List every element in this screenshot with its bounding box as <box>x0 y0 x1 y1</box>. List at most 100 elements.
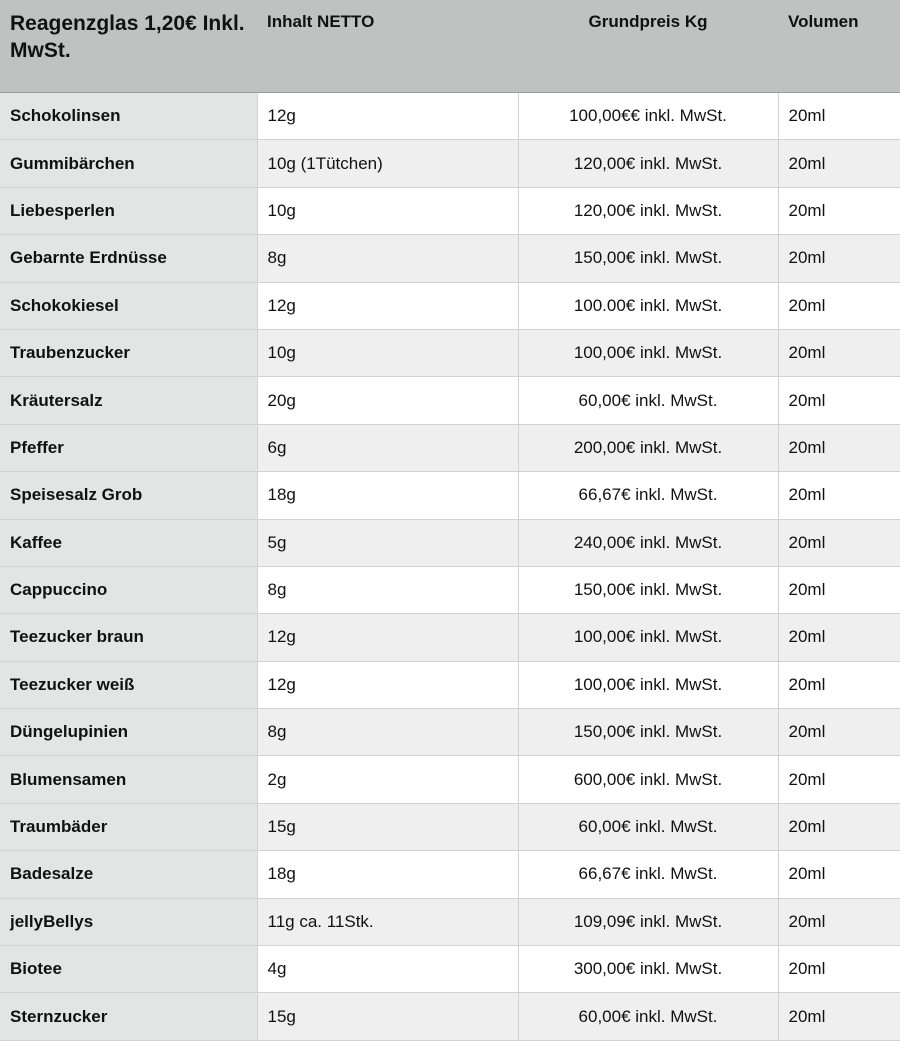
product-name-cell: Badesalze <box>0 850 258 899</box>
product-name-cell: jellyBellys <box>0 897 258 947</box>
content-cell: 8g <box>257 565 519 615</box>
volume-cell: 20ml <box>778 376 900 425</box>
content-cell: 10g (1Tütchen) <box>257 139 519 188</box>
product-name-cell: Traubenzucker <box>0 328 258 378</box>
price-cell: 240,00€ inkl. MwSt. <box>518 518 779 567</box>
content-cell: 12g <box>257 660 519 710</box>
volume-cell: 20ml <box>778 850 900 899</box>
content-cell: 8g <box>257 234 519 283</box>
product-name-cell: Teezucker braun <box>0 613 258 662</box>
volume-cell: 20ml <box>778 660 900 710</box>
content-cell: 10g <box>257 186 519 236</box>
content-cell: 8g <box>257 708 519 757</box>
price-cell: 150,00€ inkl. MwSt. <box>518 234 779 283</box>
volume-cell: 20ml <box>778 708 900 757</box>
content-cell: 11g ca. 11Stk. <box>257 897 519 947</box>
product-name-cell: Kräutersalz <box>0 376 258 425</box>
price-cell: 66,67€ inkl. MwSt. <box>518 471 779 520</box>
volume-cell: 20ml <box>778 897 900 947</box>
volume-cell: 20ml <box>778 471 900 520</box>
header-row: Reagenzglas 1,20€ Inkl. MwSt. Inhalt NET… <box>0 0 900 93</box>
price-cell: 100,00€ inkl. MwSt. <box>518 613 779 662</box>
table-row: Cappuccino 8g 150,00€ inkl. MwSt. 20ml <box>0 565 900 615</box>
volume-cell: 20ml <box>778 234 900 283</box>
price-cell: 60,00€ inkl. MwSt. <box>518 376 779 425</box>
volume-cell: 20ml <box>778 945 900 994</box>
price-cell: 66,67€ inkl. MwSt. <box>518 850 779 899</box>
content-cell: 4g <box>257 945 519 994</box>
product-name-cell: Gebarnte Erdnüsse <box>0 234 258 283</box>
table-row: Düngelupinien 8g 150,00€ inkl. MwSt. 20ml <box>0 708 900 757</box>
table-row: Kräutersalz 20g 60,00€ inkl. MwSt. 20ml <box>0 376 900 425</box>
header-product: Reagenzglas 1,20€ Inkl. MwSt. <box>0 0 257 93</box>
product-name-cell: Liebesperlen <box>0 186 258 236</box>
content-cell: 18g <box>257 850 519 899</box>
volume-cell: 20ml <box>778 423 900 473</box>
product-name-cell: Cappuccino <box>0 565 258 615</box>
product-name-cell: Kaffee <box>0 518 258 567</box>
table-row: Kaffee 5g 240,00€ inkl. MwSt. 20ml <box>0 518 900 567</box>
price-cell: 120,00€ inkl. MwSt. <box>518 139 779 188</box>
volume-cell: 20ml <box>778 755 900 804</box>
price-cell: 60,00€ inkl. MwSt. <box>518 802 779 852</box>
product-name-cell: Gummibärchen <box>0 139 258 188</box>
product-name-cell: Schokolinsen <box>0 91 258 141</box>
price-cell: 100,00€€ inkl. MwSt. <box>518 91 779 141</box>
price-cell: 200,00€ inkl. MwSt. <box>518 423 779 473</box>
content-cell: 20g <box>257 376 519 425</box>
table-row: Schokokiesel 12g 100.00€ inkl. MwSt. 20ml <box>0 281 900 330</box>
price-cell: 600,00€ inkl. MwSt. <box>518 755 779 804</box>
table-row: Liebesperlen 10g 120,00€ inkl. MwSt. 20ml <box>0 186 900 236</box>
volume-cell: 20ml <box>778 328 900 378</box>
product-name-cell: Teezucker weiß <box>0 660 258 710</box>
price-cell: 60,00€ inkl. MwSt. <box>518 992 779 1041</box>
volume-cell: 20ml <box>778 186 900 236</box>
table-row: Gebarnte Erdnüsse 8g 150,00€ inkl. MwSt. 20… <box>0 234 900 283</box>
table-row: Teezucker braun 12g 100,00€ inkl. MwSt. 20m… <box>0 613 900 662</box>
table-row: Blumensamen 2g 600,00€ inkl. MwSt. 20ml <box>0 755 900 804</box>
product-name-cell: Pfeffer <box>0 423 258 473</box>
volume-cell: 20ml <box>778 91 900 141</box>
header-price: Grundpreis Kg <box>518 0 778 93</box>
content-cell: 5g <box>257 518 519 567</box>
product-name-cell: Düngelupinien <box>0 708 258 757</box>
content-cell: 2g <box>257 755 519 804</box>
price-cell: 100,00€ inkl. MwSt. <box>518 328 779 378</box>
volume-cell: 20ml <box>778 992 900 1041</box>
table-row: Pfeffer 6g 200,00€ inkl. MwSt. 20ml <box>0 423 900 473</box>
price-cell: 120,00€ inkl. MwSt. <box>518 186 779 236</box>
content-cell: 6g <box>257 423 519 473</box>
table-row: jellyBellys 11g ca. 11Stk. 109,09€ inkl. M… <box>0 897 900 947</box>
content-cell: 10g <box>257 328 519 378</box>
price-cell: 109,09€ inkl. MwSt. <box>518 897 779 947</box>
volume-cell: 20ml <box>778 518 900 567</box>
price-cell: 150,00€ inkl. MwSt. <box>518 565 779 615</box>
header-volume: Volumen <box>778 0 900 93</box>
table-row: Traubenzucker 10g 100,00€ inkl. MwSt. 20ml <box>0 328 900 378</box>
content-cell: 18g <box>257 471 519 520</box>
table-row: Badesalze 18g 66,67€ inkl. MwSt. 20ml <box>0 850 900 899</box>
table-row: Traumbäder 15g 60,00€ inkl. MwSt. 20ml <box>0 802 900 852</box>
product-name-cell: Blumensamen <box>0 755 258 804</box>
table-row: Schokolinsen 12g 100,00€€ inkl. MwSt. 20ml <box>0 91 900 141</box>
price-cell: 100,00€ inkl. MwSt. <box>518 660 779 710</box>
volume-cell: 20ml <box>778 281 900 330</box>
price-cell: 100.00€ inkl. MwSt. <box>518 281 779 330</box>
content-cell: 12g <box>257 91 519 141</box>
content-cell: 15g <box>257 992 519 1041</box>
product-name-cell: Speisesalz Grob <box>0 471 258 520</box>
table-row: Speisesalz Grob 18g 66,67€ inkl. MwSt. 20ml <box>0 471 900 520</box>
table-row: Sternzucker 15g 60,00€ inkl. MwSt. 20ml <box>0 992 900 1041</box>
volume-cell: 20ml <box>778 565 900 615</box>
header-content: Inhalt NETTO <box>257 0 518 93</box>
product-name-cell: Biotee <box>0 945 258 994</box>
price-cell: 150,00€ inkl. MwSt. <box>518 708 779 757</box>
price-cell: 300,00€ inkl. MwSt. <box>518 945 779 994</box>
table-row: Biotee 4g 300,00€ inkl. MwSt. 20ml <box>0 945 900 994</box>
volume-cell: 20ml <box>778 802 900 852</box>
product-name-cell: Sternzucker <box>0 992 258 1041</box>
table-row: Gummibärchen 10g (1Tütchen) 120,00€ inkl. … <box>0 139 900 188</box>
content-cell: 12g <box>257 613 519 662</box>
product-name-cell: Schokokiesel <box>0 281 258 330</box>
